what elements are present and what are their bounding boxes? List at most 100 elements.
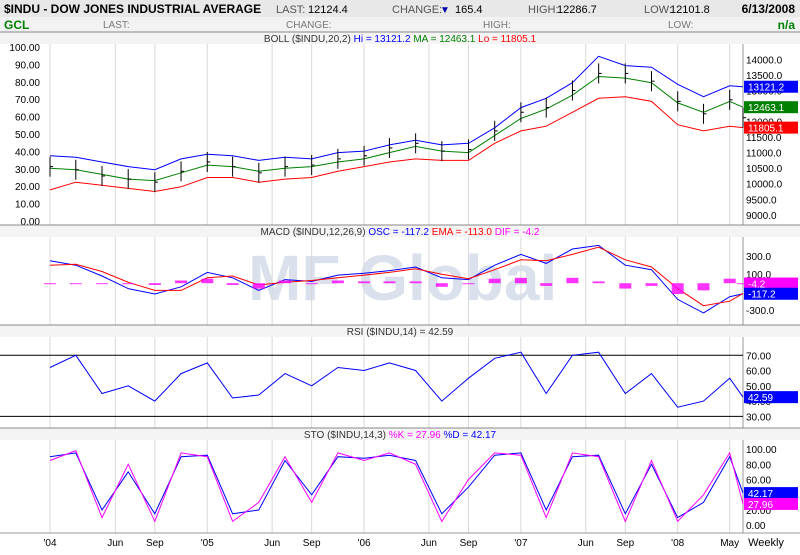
x-tick-label-3: '05 <box>201 538 214 549</box>
sto-legend-part-0: STO ($INDU,14,3) <box>304 430 386 441</box>
macd-right-tick-0: 300.0 <box>746 252 771 263</box>
last-label: LAST: <box>276 4 305 16</box>
rsi-right-tick-4: 30.00 <box>746 412 771 423</box>
price-value-tag-2 <box>744 121 798 134</box>
price-left-tick-8: 20.00 <box>15 182 40 193</box>
macd-hist-bar-10 <box>305 283 318 285</box>
change-label: CHANGE: <box>392 4 442 16</box>
price-right-tick-1: 13500.0 <box>746 71 783 82</box>
rsi-title-strip <box>0 325 800 337</box>
price-right-tick-5: 11500.0 <box>746 133 782 144</box>
macd-value-tag-1 <box>744 287 798 300</box>
price-legend-part-2: MA = 12463.1 <box>411 34 476 45</box>
sto-value-tag-text-0: 42.17 <box>748 489 773 500</box>
price-left-tick-7: 30.00 <box>15 165 40 176</box>
price-legend-part-1: Hi = 13121.2 <box>351 34 411 45</box>
sto-legend-part-2: %D = 42.17 <box>441 430 497 441</box>
watermark-text: MF Global <box>248 242 557 314</box>
rsi-legend-part-0: RSI ($INDU,14) = 42.59 <box>347 327 454 338</box>
macd-hist-bar-0 <box>44 283 57 285</box>
price-right-tick-7: 10500.0 <box>746 164 783 175</box>
x-tick-label-2: Sep <box>146 538 164 549</box>
macd-hist-bar-15 <box>435 283 448 287</box>
price-value-tag-text-1: 12463.1 <box>748 103 785 114</box>
macd-hist-bar-20 <box>566 277 579 284</box>
macd-hist-bar-25 <box>697 283 710 291</box>
sto-series-pct-d <box>49 452 744 519</box>
low-label-2: LOW: <box>668 20 693 31</box>
price-left-tick-4: 60.00 <box>15 113 40 124</box>
macd-hist-bar-18 <box>514 277 527 284</box>
period-label: Weekly <box>748 537 784 549</box>
price-value-tag-text-2: 11805.1 <box>748 124 784 135</box>
high-label-2: HIGH: <box>483 20 511 31</box>
header-bar <box>0 0 800 17</box>
price-left-tick-3: 70.00 <box>15 95 40 106</box>
price-legend-part-3: Lo = 11805.1 <box>475 34 536 45</box>
rsi-legend: RSI ($INDU,14) = 42.59 <box>347 327 454 338</box>
price-legend-part-0: BOLL ($INDU,20,2) <box>264 34 351 45</box>
price-right-tick-6: 11000.0 <box>746 149 782 160</box>
macd-hist-bar-22 <box>619 283 632 289</box>
macd-legend-part-3: DIF = -4.2 <box>492 227 540 238</box>
change-arrow-icon: ▼ <box>440 5 450 16</box>
sto-value-tag-text-1: 27.96 <box>748 500 773 511</box>
macd-hist-bar-8 <box>252 283 265 289</box>
macd-hist-bar-24 <box>671 283 684 294</box>
x-tick-label-0: '04 <box>43 538 56 549</box>
panel-macd: MACD ($INDU,12,26,9) OSC = -117.2 EMA = … <box>0 224 800 325</box>
sto-title-strip <box>0 428 800 440</box>
last-label-2: LAST: <box>103 20 130 31</box>
price-left-tick-2: 80.00 <box>15 78 40 89</box>
sto-value-tag-1 <box>744 497 798 510</box>
macd-hist-bar-13 <box>383 281 396 284</box>
price-left-tick-0: 100.00 <box>9 43 40 54</box>
x-tick-label-11: Sep <box>616 538 634 549</box>
sto-right-tick-5: 0.00 <box>746 521 766 532</box>
quote-date: 6/13/2008 <box>742 2 796 16</box>
rsi-value-tag-0 <box>744 391 798 404</box>
price-series-ma <box>49 75 744 182</box>
sto-right-tick-2: 60.00 <box>746 476 771 487</box>
x-tick-label-9: '07 <box>514 538 527 549</box>
macd-hist-bar-1 <box>69 283 82 285</box>
x-tick-label-13: May <box>720 538 739 549</box>
compare-symbol: GCL <box>4 18 29 32</box>
macd-hist-bar-2 <box>95 283 108 285</box>
price-value-tag-0 <box>744 80 798 93</box>
macd-value-tag-text-0: -4.2 <box>748 280 766 291</box>
sto-legend: STO ($INDU,14,3) %K = 27.96 %D = 42.17 <box>304 430 497 441</box>
header-bar-2 <box>0 17 800 32</box>
price-title-strip <box>0 32 800 44</box>
x-tick-label-5: Sep <box>303 538 321 549</box>
price-right-tick-10: 9000.0 <box>746 211 777 222</box>
macd-hist-bar-27 <box>737 283 749 285</box>
macd-hist-bar-11 <box>331 280 344 284</box>
x-tick-label-4: Jun <box>264 538 280 549</box>
x-tick-label-6: '06 <box>358 538 371 549</box>
macd-series-signal <box>49 246 744 307</box>
x-tick-label-8: Sep <box>460 538 478 549</box>
macd-legend-part-1: OSC = -117.2 <box>366 227 430 238</box>
price-right-tick-8: 10000.0 <box>746 180 783 191</box>
macd-hist-bar-6 <box>201 278 214 284</box>
sto-series-pct-k <box>49 449 744 523</box>
change-label-2: CHANGE: <box>286 20 332 31</box>
price-series-hi <box>49 55 744 171</box>
price-series-lo <box>49 96 744 193</box>
sto-value-tag-0 <box>744 487 798 500</box>
macd-hist-bar-21 <box>592 281 605 284</box>
macd-hist-bar-19 <box>540 283 553 286</box>
macd-hist-bar-5 <box>175 280 188 284</box>
price-left-tick-5: 50.00 <box>15 130 40 141</box>
rsi-right-tick-2: 50.00 <box>746 382 771 393</box>
macd-legend-part-0: MACD ($INDU,12,26,9) <box>261 227 366 238</box>
macd-value-tag-text-1: -117.2 <box>748 290 776 301</box>
macd-hist-bar-16 <box>462 283 475 285</box>
macd-hist-bar-14 <box>409 281 422 284</box>
macd-hist-bar-7 <box>226 283 239 285</box>
low-value: 12101.8 <box>670 4 710 16</box>
rsi-right-tick-0: 70.00 <box>746 351 771 362</box>
